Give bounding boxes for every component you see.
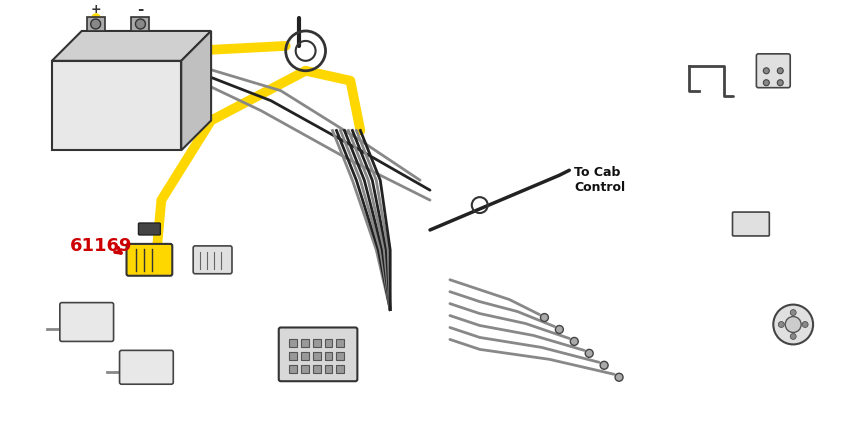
Circle shape <box>135 20 146 30</box>
Bar <box>313 366 320 373</box>
Polygon shape <box>52 62 181 151</box>
Bar <box>300 340 308 348</box>
Bar <box>313 340 320 348</box>
Polygon shape <box>181 32 211 151</box>
Circle shape <box>555 326 563 334</box>
Circle shape <box>600 362 608 369</box>
FancyBboxPatch shape <box>127 245 172 276</box>
Circle shape <box>778 322 784 328</box>
Bar <box>337 353 344 360</box>
Circle shape <box>764 69 770 75</box>
Bar <box>325 366 332 373</box>
Polygon shape <box>87 18 105 32</box>
Bar <box>325 353 332 360</box>
Bar <box>313 353 320 360</box>
Circle shape <box>570 338 579 345</box>
Circle shape <box>615 373 623 381</box>
Circle shape <box>90 20 101 30</box>
FancyBboxPatch shape <box>193 246 232 274</box>
Polygon shape <box>132 18 150 32</box>
Text: -: - <box>137 2 144 17</box>
FancyBboxPatch shape <box>733 213 770 236</box>
Text: 61169: 61169 <box>70 236 133 254</box>
FancyBboxPatch shape <box>279 328 357 381</box>
Bar <box>288 366 297 373</box>
Circle shape <box>790 310 796 316</box>
Circle shape <box>785 317 801 333</box>
Text: To Cab
Control: To Cab Control <box>574 166 625 194</box>
Bar <box>288 340 297 348</box>
Bar <box>300 366 308 373</box>
FancyBboxPatch shape <box>139 224 160 236</box>
Circle shape <box>777 69 784 75</box>
Bar <box>288 353 297 360</box>
Circle shape <box>541 314 548 322</box>
Text: +: + <box>90 3 101 15</box>
Polygon shape <box>52 32 211 62</box>
Circle shape <box>802 322 808 328</box>
Bar <box>337 366 344 373</box>
Circle shape <box>585 350 593 357</box>
Bar <box>325 340 332 348</box>
Bar <box>300 353 308 360</box>
Bar <box>337 340 344 348</box>
FancyBboxPatch shape <box>756 55 790 89</box>
Circle shape <box>790 334 796 340</box>
Circle shape <box>773 305 813 345</box>
FancyBboxPatch shape <box>120 351 173 384</box>
Circle shape <box>777 81 784 86</box>
FancyBboxPatch shape <box>60 303 114 342</box>
Circle shape <box>764 81 770 86</box>
